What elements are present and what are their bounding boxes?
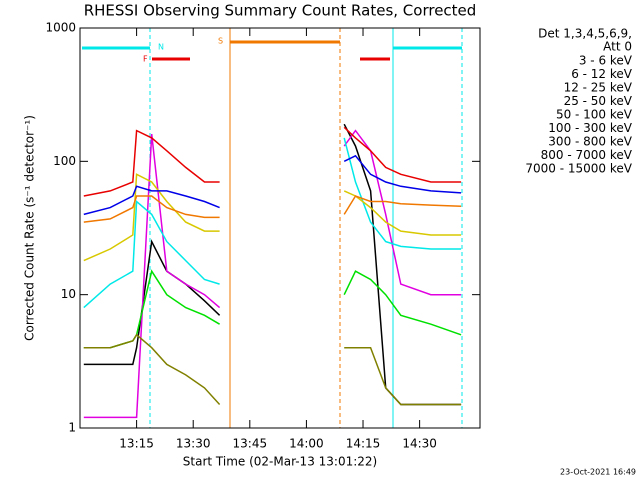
- footer: 23-Oct-2021 16:49: [560, 468, 636, 477]
- annotation: N: [158, 43, 164, 52]
- annotation: S: [218, 37, 223, 46]
- legend-label: 25 - 50 keV: [564, 94, 633, 108]
- plot-frame: [79, 27, 481, 429]
- x-tick-label: 14:00: [289, 437, 324, 451]
- legend-label: 50 - 100 keV: [556, 108, 633, 122]
- series-line: [83, 126, 462, 197]
- x-tick-label: 14:15: [346, 437, 381, 451]
- legend-label: 7000 - 15000 keV: [525, 162, 632, 176]
- series-line: [83, 129, 462, 419]
- series-line: [83, 333, 462, 406]
- flags: N F S: [82, 28, 463, 428]
- legend-label: 300 - 800 keV: [548, 135, 632, 149]
- x-axis-label: Start Time (02-Mar-13 13:01:22): [183, 455, 377, 469]
- x-tick-label: 13:45: [233, 437, 268, 451]
- legend-label: 800 - 7000 keV: [541, 148, 633, 162]
- chart-title: RHESSI Observing Summary Count Rates, Co…: [84, 2, 477, 20]
- x-tick-label: 14:30: [402, 437, 437, 451]
- legend-title: Det 1,3,4,5,6,9,: [538, 27, 632, 41]
- legend-label: 12 - 25 keV: [564, 81, 633, 95]
- legend-label: 6 - 12 keV: [571, 67, 633, 81]
- annotation: F: [143, 55, 148, 64]
- x-tick-label: 13:15: [119, 437, 154, 451]
- series-line: [83, 154, 462, 216]
- y-axis-label: Corrected Count Rate (s⁻¹ detector⁻¹): [23, 115, 37, 341]
- legend-label: 100 - 300 keV: [548, 121, 632, 135]
- y-tick-label: 1: [68, 421, 76, 435]
- series-line: [83, 195, 462, 223]
- legend-label: 3 - 6 keV: [579, 54, 633, 68]
- y-tick-label: 10: [61, 287, 76, 301]
- legend-title: Att 0: [603, 40, 632, 54]
- x-tick-label: 13:30: [176, 437, 211, 451]
- series-line: [83, 137, 462, 309]
- y-tick-label: 100: [53, 154, 76, 168]
- y-tick-label: 1000: [45, 21, 76, 35]
